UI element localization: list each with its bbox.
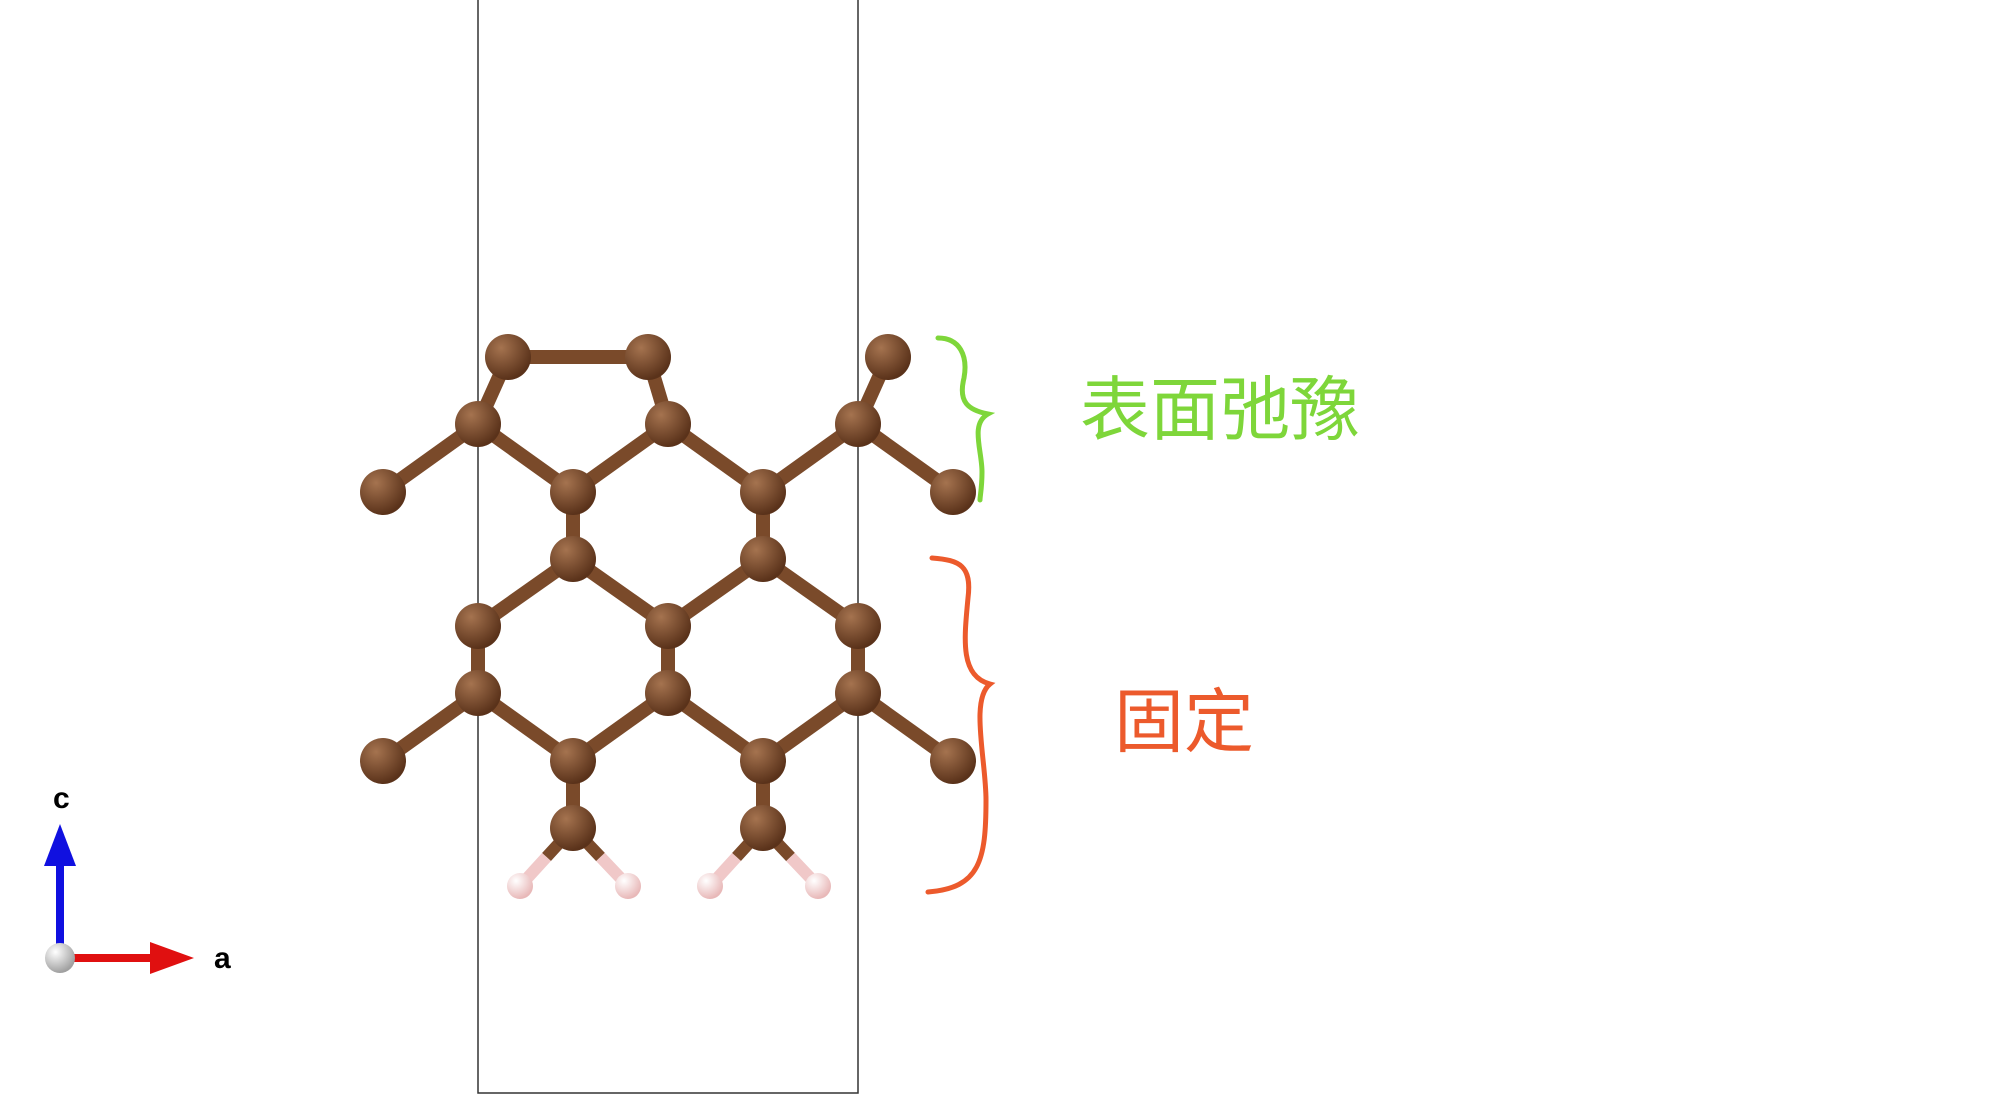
a-axis-arrowhead <box>150 942 194 974</box>
carbon-atom-c19[interactable] <box>360 738 406 784</box>
c-axis-arrowhead <box>44 824 76 866</box>
carbon-atom-c22[interactable] <box>930 738 976 784</box>
carbon-atom-c1[interactable] <box>485 334 531 380</box>
carbon-atom-c11[interactable] <box>550 536 596 582</box>
carbon-atom-c12[interactable] <box>740 536 786 582</box>
carbon-atom-c14[interactable] <box>645 603 691 649</box>
carbon-atom-c2[interactable] <box>625 334 671 380</box>
carbon-atom-c10[interactable] <box>930 469 976 515</box>
carbon-atom-c16[interactable] <box>455 670 501 716</box>
carbon-atom-c3[interactable] <box>455 401 501 447</box>
carbon-atom-c15[interactable] <box>835 603 881 649</box>
carbon-atom-c23b[interactable] <box>740 805 786 851</box>
carbon-atom-c5[interactable] <box>865 334 911 380</box>
carbon-atom-c6[interactable] <box>835 401 881 447</box>
origin-sphere <box>45 943 75 973</box>
carbon-atom-c17[interactable] <box>645 670 691 716</box>
carbon-atom-c7[interactable] <box>360 469 406 515</box>
hydrogen-atom-h4[interactable] <box>805 873 831 899</box>
c-axis-label: c <box>53 782 70 815</box>
carbon-atom-c18[interactable] <box>835 670 881 716</box>
axis-indicator: c a <box>44 782 231 975</box>
fixed-brace <box>925 555 996 895</box>
carbon-atom-c21[interactable] <box>740 738 786 784</box>
atom-layer <box>360 334 976 899</box>
a-axis-label: a <box>214 942 231 975</box>
hydrogen-atom-h3[interactable] <box>697 873 723 899</box>
fixed-label: 固定 <box>1114 681 1254 763</box>
hydrogen-atom-h1[interactable] <box>507 873 533 899</box>
hydrogen-atom-h2[interactable] <box>615 873 641 899</box>
relaxed-brace <box>935 335 996 503</box>
carbon-atom-c23a[interactable] <box>550 805 596 851</box>
carbon-atom-c4[interactable] <box>645 401 691 447</box>
relaxed-label: 表面弛豫 <box>1080 369 1360 451</box>
carbon-atom-c9[interactable] <box>740 469 786 515</box>
unit-cell-boundary <box>477 0 859 1094</box>
carbon-atom-c13[interactable] <box>455 603 501 649</box>
carbon-atom-c8[interactable] <box>550 469 596 515</box>
carbon-atom-c20[interactable] <box>550 738 596 784</box>
